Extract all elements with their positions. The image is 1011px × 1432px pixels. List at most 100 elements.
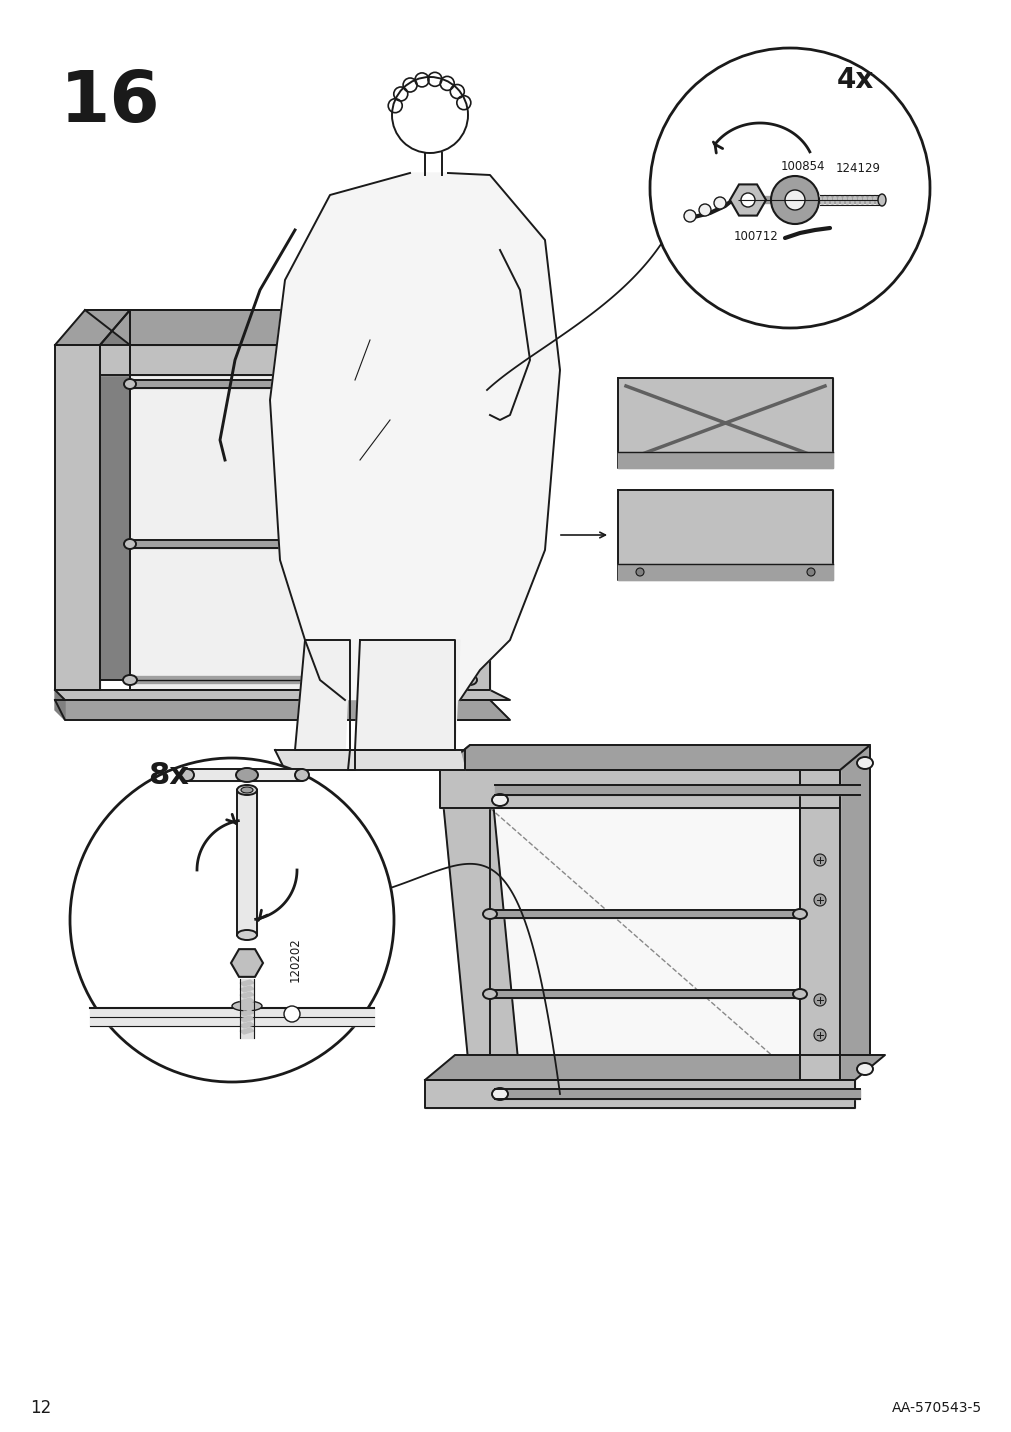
Ellipse shape bbox=[123, 674, 136, 684]
Polygon shape bbox=[240, 1010, 254, 1015]
Polygon shape bbox=[800, 770, 839, 1080]
Ellipse shape bbox=[482, 990, 496, 1000]
Text: 16: 16 bbox=[60, 67, 161, 137]
Polygon shape bbox=[237, 790, 257, 935]
Polygon shape bbox=[864, 195, 869, 205]
Ellipse shape bbox=[237, 929, 257, 939]
Ellipse shape bbox=[482, 909, 496, 919]
Ellipse shape bbox=[878, 193, 885, 206]
Polygon shape bbox=[440, 745, 520, 770]
Ellipse shape bbox=[295, 769, 308, 780]
Ellipse shape bbox=[124, 379, 135, 390]
Polygon shape bbox=[489, 808, 800, 1080]
Circle shape bbox=[699, 203, 711, 216]
Text: 120202: 120202 bbox=[289, 938, 301, 982]
Circle shape bbox=[284, 1007, 299, 1022]
Circle shape bbox=[435, 432, 449, 447]
Polygon shape bbox=[618, 564, 832, 580]
Ellipse shape bbox=[463, 674, 476, 684]
Polygon shape bbox=[875, 195, 880, 205]
Polygon shape bbox=[240, 979, 254, 1038]
Ellipse shape bbox=[454, 538, 465, 548]
Polygon shape bbox=[240, 979, 254, 987]
Polygon shape bbox=[489, 251, 530, 420]
Polygon shape bbox=[839, 745, 869, 1080]
Circle shape bbox=[813, 1030, 825, 1041]
Circle shape bbox=[813, 994, 825, 1007]
Polygon shape bbox=[100, 345, 489, 375]
Text: 12: 12 bbox=[30, 1399, 52, 1418]
Polygon shape bbox=[440, 770, 520, 1080]
Polygon shape bbox=[348, 750, 464, 770]
Polygon shape bbox=[55, 690, 65, 720]
Circle shape bbox=[435, 563, 449, 577]
Circle shape bbox=[813, 853, 825, 866]
Polygon shape bbox=[824, 195, 829, 205]
Ellipse shape bbox=[237, 785, 257, 795]
Circle shape bbox=[70, 758, 393, 1083]
Circle shape bbox=[740, 193, 754, 208]
Polygon shape bbox=[275, 750, 355, 770]
Ellipse shape bbox=[180, 769, 194, 780]
FancyArrow shape bbox=[440, 517, 510, 543]
Circle shape bbox=[649, 49, 929, 328]
Polygon shape bbox=[55, 700, 510, 720]
Ellipse shape bbox=[856, 1063, 872, 1075]
Polygon shape bbox=[489, 990, 800, 998]
Polygon shape bbox=[240, 1004, 254, 1010]
Polygon shape bbox=[240, 1028, 254, 1034]
Polygon shape bbox=[129, 379, 460, 388]
Polygon shape bbox=[869, 195, 875, 205]
Text: 8x: 8x bbox=[148, 760, 189, 789]
Polygon shape bbox=[829, 195, 834, 205]
Polygon shape bbox=[618, 378, 832, 468]
Circle shape bbox=[770, 176, 818, 223]
Polygon shape bbox=[240, 987, 254, 992]
Circle shape bbox=[813, 894, 825, 906]
Circle shape bbox=[435, 613, 449, 627]
Polygon shape bbox=[100, 309, 129, 680]
Ellipse shape bbox=[793, 909, 806, 919]
Polygon shape bbox=[55, 345, 100, 690]
Ellipse shape bbox=[491, 1088, 508, 1100]
Polygon shape bbox=[355, 640, 460, 750]
Polygon shape bbox=[819, 195, 824, 205]
Polygon shape bbox=[618, 490, 832, 580]
Circle shape bbox=[635, 569, 643, 576]
Polygon shape bbox=[240, 998, 254, 1004]
Ellipse shape bbox=[452, 387, 460, 392]
Ellipse shape bbox=[452, 567, 460, 573]
Ellipse shape bbox=[856, 758, 872, 769]
Polygon shape bbox=[55, 690, 510, 700]
Polygon shape bbox=[129, 309, 460, 690]
Polygon shape bbox=[494, 785, 859, 795]
Polygon shape bbox=[240, 1015, 254, 1022]
Ellipse shape bbox=[241, 788, 253, 793]
Text: 100854: 100854 bbox=[779, 160, 824, 173]
Polygon shape bbox=[839, 195, 844, 205]
Polygon shape bbox=[295, 640, 350, 750]
Ellipse shape bbox=[236, 768, 258, 782]
Polygon shape bbox=[440, 770, 839, 808]
Text: 4x: 4x bbox=[835, 66, 872, 95]
Polygon shape bbox=[489, 909, 800, 918]
Polygon shape bbox=[129, 540, 460, 548]
Polygon shape bbox=[854, 195, 859, 205]
Polygon shape bbox=[859, 195, 864, 205]
Polygon shape bbox=[849, 195, 854, 205]
Polygon shape bbox=[834, 195, 839, 205]
Ellipse shape bbox=[452, 437, 460, 442]
Ellipse shape bbox=[232, 1001, 262, 1011]
Polygon shape bbox=[425, 1055, 885, 1080]
Text: AA-570543-5: AA-570543-5 bbox=[891, 1400, 981, 1415]
Ellipse shape bbox=[793, 990, 806, 1000]
Circle shape bbox=[435, 382, 449, 397]
Polygon shape bbox=[240, 992, 254, 998]
Polygon shape bbox=[187, 769, 301, 780]
Polygon shape bbox=[90, 1008, 374, 1025]
Ellipse shape bbox=[452, 617, 460, 623]
Polygon shape bbox=[844, 195, 849, 205]
Circle shape bbox=[683, 211, 696, 222]
Ellipse shape bbox=[124, 538, 135, 548]
Circle shape bbox=[806, 569, 814, 576]
